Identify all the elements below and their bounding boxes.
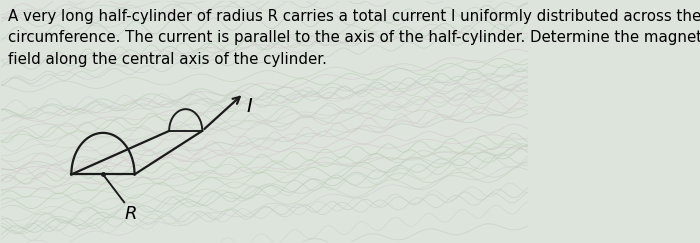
Text: A very long half-cylinder of radius R carries a total current I uniformly distri: A very long half-cylinder of radius R ca… bbox=[8, 9, 700, 67]
Text: I: I bbox=[246, 97, 253, 116]
Text: R: R bbox=[125, 205, 137, 223]
